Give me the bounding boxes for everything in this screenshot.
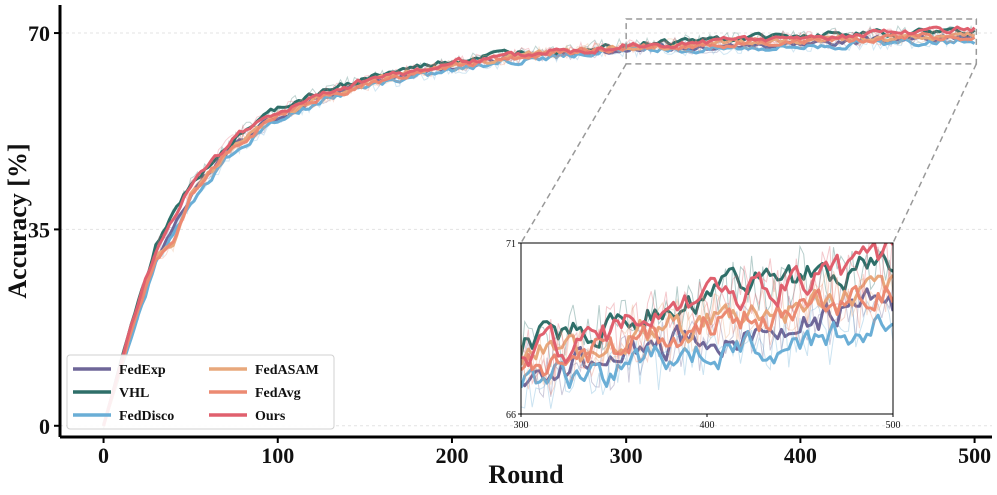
inset-line-feddisco xyxy=(521,313,893,389)
inset-x-tick-label: 300 xyxy=(514,420,529,431)
x-axis-title: Round xyxy=(488,460,564,489)
inset-x-tick-label: 500 xyxy=(886,420,901,431)
series-line-feddisco xyxy=(102,37,976,426)
zoom-region-box xyxy=(625,18,978,65)
zoom-indicator xyxy=(520,18,978,244)
inset-y-tick-label: 71 xyxy=(506,239,516,250)
inset-raw-fedavg xyxy=(521,267,893,396)
ticks-layer: 0 35 70 0 100 200 300 400 500 xyxy=(28,21,991,468)
x-tick-label: 300 xyxy=(610,443,643,468)
inset-line-fedasam xyxy=(521,274,893,366)
y-tick-label: 70 xyxy=(28,21,50,46)
x-tick-label: 100 xyxy=(261,443,294,468)
legend-label: FedExp xyxy=(119,363,166,378)
series-line-ours xyxy=(102,25,976,427)
series-layer xyxy=(102,24,976,429)
y-axis-title: Accuracy [%] xyxy=(3,143,32,298)
x-tick-label: 400 xyxy=(784,443,817,468)
x-tick-label: 500 xyxy=(958,443,991,468)
legend-label: VHL xyxy=(119,386,149,401)
inset-line-fedavg xyxy=(521,285,893,377)
axes-layer xyxy=(58,5,992,439)
x-tick-label: 0 xyxy=(98,443,109,468)
inset-y-tick-label: 66 xyxy=(506,410,516,421)
x-tick-label: 200 xyxy=(435,443,468,468)
inset-chart: 300 400 500 66 71 xyxy=(506,239,901,431)
inset-series-group xyxy=(521,243,893,409)
zoom-connector-left xyxy=(520,63,627,244)
inset-line-ours xyxy=(521,243,893,368)
y-tick-label: 35 xyxy=(28,217,50,242)
zoom-connector-right xyxy=(892,63,978,244)
legend-label: FedAvg xyxy=(255,386,301,401)
inset-x-tick-label: 400 xyxy=(700,420,715,431)
legend: FedExp VHL FedDisco FedASAM FedAvg Ours xyxy=(66,354,335,430)
legend-box xyxy=(66,354,335,430)
legend-label: FedDisco xyxy=(119,409,174,424)
y-tick-label: 0 xyxy=(39,414,50,439)
legend-label: FedASAM xyxy=(255,363,319,378)
legend-label: Ours xyxy=(255,409,286,424)
inset-raw-feddisco xyxy=(521,296,893,409)
